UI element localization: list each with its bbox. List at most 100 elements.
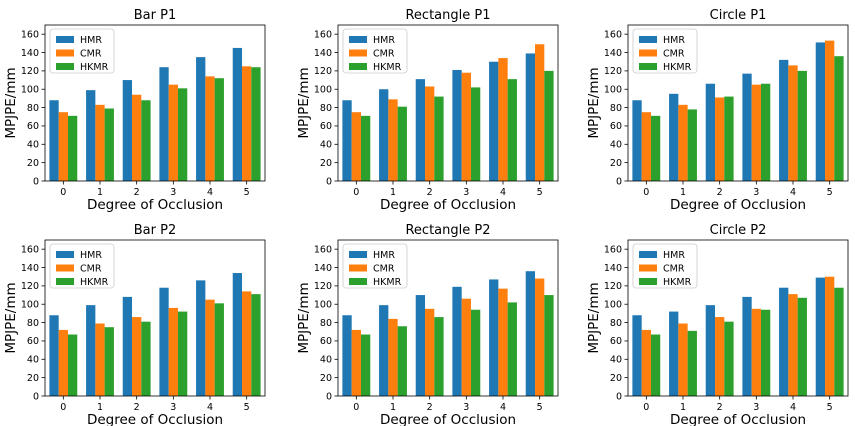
x-tick-label: 3 bbox=[753, 402, 759, 413]
y-tick-label: 100 bbox=[604, 300, 622, 311]
bar-hmr bbox=[779, 59, 789, 182]
bar-hkmr bbox=[67, 115, 78, 181]
legend-swatch-hkmr bbox=[56, 278, 74, 285]
bar-cmr bbox=[498, 288, 508, 396]
subplot: Rectangle P1 0 20 40 60 80 100 120 140 160 0 1 2 3 4 5 D… bbox=[296, 8, 559, 213]
bar-hmr bbox=[489, 61, 499, 181]
x-tick-label: 3 bbox=[463, 402, 469, 413]
y-tick-label: 140 bbox=[314, 263, 332, 274]
bar-hmr bbox=[159, 287, 169, 396]
bar-cmr bbox=[498, 58, 508, 181]
y-tick-label: 100 bbox=[21, 85, 39, 96]
bar-cmr bbox=[715, 97, 725, 181]
x-tick-label: 2 bbox=[427, 402, 433, 413]
y-tick-label: 140 bbox=[604, 48, 622, 59]
bar-hmr bbox=[379, 305, 389, 396]
bar-cmr bbox=[641, 112, 651, 181]
x-tick-label: 0 bbox=[353, 187, 359, 198]
legend-swatch-hmr bbox=[349, 36, 367, 43]
x-tick-label: 5 bbox=[244, 402, 250, 413]
bar-hkmr bbox=[507, 302, 517, 396]
bar-cmr bbox=[751, 308, 761, 396]
bar-cmr bbox=[351, 112, 361, 181]
bar-hkmr bbox=[650, 115, 661, 181]
bar-cmr bbox=[751, 84, 761, 181]
y-axis-label: MPJPE/mm bbox=[296, 282, 312, 353]
y-tick-label: 40 bbox=[27, 355, 39, 366]
y-axis-label: MPJPE/mm bbox=[3, 67, 19, 138]
y-tick-label: 160 bbox=[604, 29, 622, 40]
bar-cmr bbox=[461, 298, 471, 396]
bar-hmr bbox=[815, 277, 826, 396]
bar-hmr bbox=[525, 271, 536, 396]
x-tick-label: 5 bbox=[537, 402, 543, 413]
bar-cmr bbox=[168, 307, 178, 396]
x-tick-label: 0 bbox=[353, 402, 359, 413]
x-tick-label: 5 bbox=[537, 187, 543, 198]
y-tick-label: 60 bbox=[610, 336, 622, 347]
legend-swatch-hmr bbox=[349, 251, 367, 258]
x-tick-label: 4 bbox=[207, 402, 213, 413]
bar-cmr bbox=[715, 317, 725, 396]
bar-hmr bbox=[525, 53, 536, 182]
bar-hmr bbox=[49, 100, 59, 181]
bar-hkmr bbox=[397, 106, 407, 181]
y-tick-label: 60 bbox=[27, 121, 39, 132]
bar-hkmr bbox=[214, 78, 224, 181]
bar-hkmr bbox=[104, 327, 114, 396]
x-tick-label: 0 bbox=[60, 402, 66, 413]
bar-hmr bbox=[669, 311, 679, 396]
x-axis-label: Degree of Occlusion bbox=[670, 412, 806, 426]
x-axis-label: Degree of Occlusion bbox=[87, 197, 223, 213]
y-tick-label: 160 bbox=[21, 29, 39, 40]
bar-cmr bbox=[388, 318, 398, 396]
legend-label: CMR bbox=[80, 264, 102, 275]
subplot: Circle P1 0 20 40 60 80 100 120 140 160 0 1 2 3 4 5 Degr… bbox=[586, 8, 849, 213]
subplot: Bar P1 0 20 40 60 80 100 120 140 160 0 1 2 3 4 5 Degree … bbox=[3, 8, 266, 213]
legend-label: HKMR bbox=[373, 277, 402, 288]
legend-swatch-cmr bbox=[349, 49, 367, 57]
y-tick-label: 100 bbox=[604, 85, 622, 96]
x-tick-label: 3 bbox=[463, 187, 469, 198]
bar-hkmr bbox=[760, 83, 771, 181]
legend-swatch-hmr bbox=[639, 36, 657, 43]
legend-label: HKMR bbox=[663, 277, 692, 288]
x-tick-label: 0 bbox=[643, 187, 649, 198]
bar-hmr bbox=[86, 90, 96, 181]
y-tick-label: 40 bbox=[27, 140, 39, 151]
bar-cmr bbox=[535, 278, 545, 396]
legend-swatch-hkmr bbox=[639, 63, 657, 70]
bar-hmr bbox=[232, 47, 243, 181]
bar-hmr bbox=[49, 315, 59, 396]
x-tick-label: 1 bbox=[680, 402, 686, 413]
legend-swatch-hkmr bbox=[56, 63, 74, 70]
y-tick-label: 80 bbox=[27, 318, 39, 329]
legend-label: HMR bbox=[663, 35, 685, 46]
y-tick-label: 20 bbox=[27, 373, 39, 384]
chart-title: Rectangle P1 bbox=[405, 8, 490, 23]
x-tick-label: 5 bbox=[827, 402, 833, 413]
bar-hkmr bbox=[760, 309, 771, 396]
plot-frame bbox=[627, 24, 849, 182]
y-tick-label: 40 bbox=[320, 140, 332, 151]
bar-hkmr bbox=[544, 295, 554, 396]
y-axis-label: MPJPE/mm bbox=[296, 67, 312, 138]
chart-title: Rectangle P2 bbox=[405, 223, 490, 238]
legend-swatch-hmr bbox=[639, 251, 657, 258]
legend-label: HKMR bbox=[373, 62, 402, 73]
legend-swatch-hmr bbox=[56, 36, 74, 43]
y-tick-label: 160 bbox=[21, 244, 39, 255]
y-tick-label: 120 bbox=[314, 281, 332, 292]
bar-hkmr bbox=[397, 326, 407, 396]
y-tick-label: 0 bbox=[33, 391, 39, 402]
y-tick-label: 120 bbox=[314, 66, 332, 77]
y-tick-label: 120 bbox=[21, 66, 39, 77]
y-tick-label: 0 bbox=[33, 176, 39, 187]
bar-hmr bbox=[232, 273, 243, 396]
legend-label: HKMR bbox=[80, 277, 109, 288]
y-tick-label: 80 bbox=[610, 103, 622, 114]
bar-hkmr bbox=[360, 334, 371, 396]
legend-label: CMR bbox=[663, 264, 685, 275]
bar-cmr bbox=[132, 317, 142, 396]
